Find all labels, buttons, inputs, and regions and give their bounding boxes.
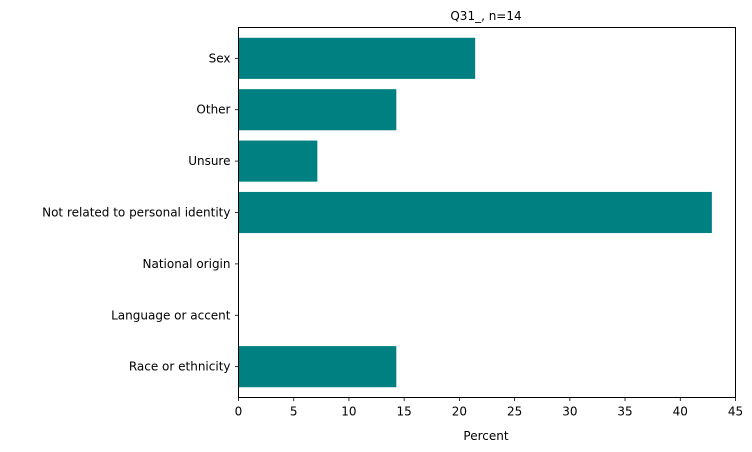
- x-axis-ticks: 0 5 10 15 20 25 30 35 40 45: [235, 397, 743, 419]
- x-tick-label: 0: [235, 405, 243, 419]
- bar: [238, 191, 712, 234]
- x-tick-label: 10: [341, 405, 356, 419]
- y-tick-label: Race or ethnicity: [129, 360, 231, 374]
- y-tick-label: Not related to personal identity: [42, 206, 230, 220]
- y-tick-label: Sex: [209, 51, 231, 65]
- bar: [238, 37, 476, 79]
- y-axis-ticks: Sex Other Unsure Not related to personal id…: [42, 51, 239, 374]
- x-tick-label: 35: [617, 405, 632, 419]
- x-tick-label: 15: [397, 405, 412, 419]
- x-tick-label: 5: [290, 405, 298, 419]
- x-tick-label: 20: [452, 405, 467, 419]
- x-tick-label: 30: [562, 405, 577, 419]
- bar: [238, 140, 318, 182]
- y-tick-label: Unsure: [188, 154, 230, 168]
- y-tick-label: Other: [196, 103, 230, 117]
- chart-title: Q31_, n=14: [450, 9, 521, 23]
- x-tick-label: 25: [507, 405, 522, 419]
- bar: [238, 346, 397, 388]
- x-axis-label: Percent: [463, 429, 508, 443]
- y-tick-label: Language or accent: [111, 308, 231, 322]
- bars-group: [238, 37, 712, 388]
- x-tick-label: 40: [673, 405, 688, 419]
- bar: [238, 89, 397, 131]
- x-tick-label: 45: [728, 405, 743, 419]
- plot-frame: [238, 27, 736, 398]
- y-tick-label: National origin: [143, 257, 231, 271]
